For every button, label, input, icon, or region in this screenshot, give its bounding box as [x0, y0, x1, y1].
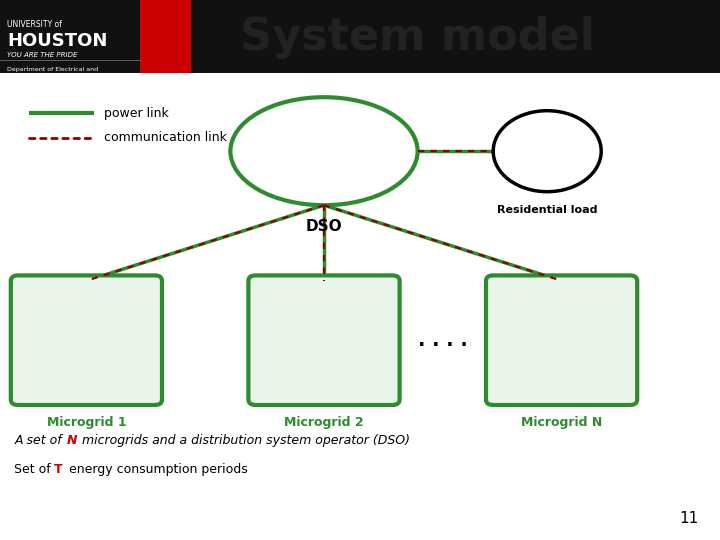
- Ellipse shape: [230, 97, 418, 205]
- Text: T: T: [54, 463, 63, 476]
- FancyBboxPatch shape: [486, 275, 637, 405]
- Text: communication link: communication link: [104, 131, 228, 144]
- Text: Residential load: Residential load: [497, 205, 598, 215]
- FancyBboxPatch shape: [0, 0, 720, 73]
- Text: UNIVERSITY of: UNIVERSITY of: [7, 20, 62, 29]
- Text: energy consumption periods: energy consumption periods: [65, 463, 248, 476]
- Circle shape: [493, 111, 601, 192]
- Text: HOUSTON: HOUSTON: [7, 31, 107, 50]
- FancyBboxPatch shape: [248, 275, 400, 405]
- Text: Department of Electrical and: Department of Electrical and: [7, 66, 99, 72]
- Text: power link: power link: [104, 107, 169, 120]
- Text: 11: 11: [679, 511, 698, 526]
- Text: Microgrid 1: Microgrid 1: [47, 416, 126, 429]
- Text: Microgrid 2: Microgrid 2: [284, 416, 364, 429]
- Text: A set of: A set of: [14, 434, 66, 447]
- Text: Computer Engineering: Computer Engineering: [7, 75, 78, 80]
- Text: Microgrid N: Microgrid N: [521, 416, 602, 429]
- Text: System model: System model: [240, 16, 595, 59]
- FancyBboxPatch shape: [140, 0, 191, 73]
- Text: DSO: DSO: [306, 219, 342, 234]
- Text: Set of: Set of: [14, 463, 55, 476]
- Text: YOU ARE THE PRIDE: YOU ARE THE PRIDE: [7, 52, 78, 58]
- FancyBboxPatch shape: [11, 275, 162, 405]
- Text: . . . .: . . . .: [418, 330, 468, 350]
- Text: N: N: [67, 434, 78, 447]
- Text: microgrids and a distribution system operator (DSO): microgrids and a distribution system ope…: [78, 434, 410, 447]
